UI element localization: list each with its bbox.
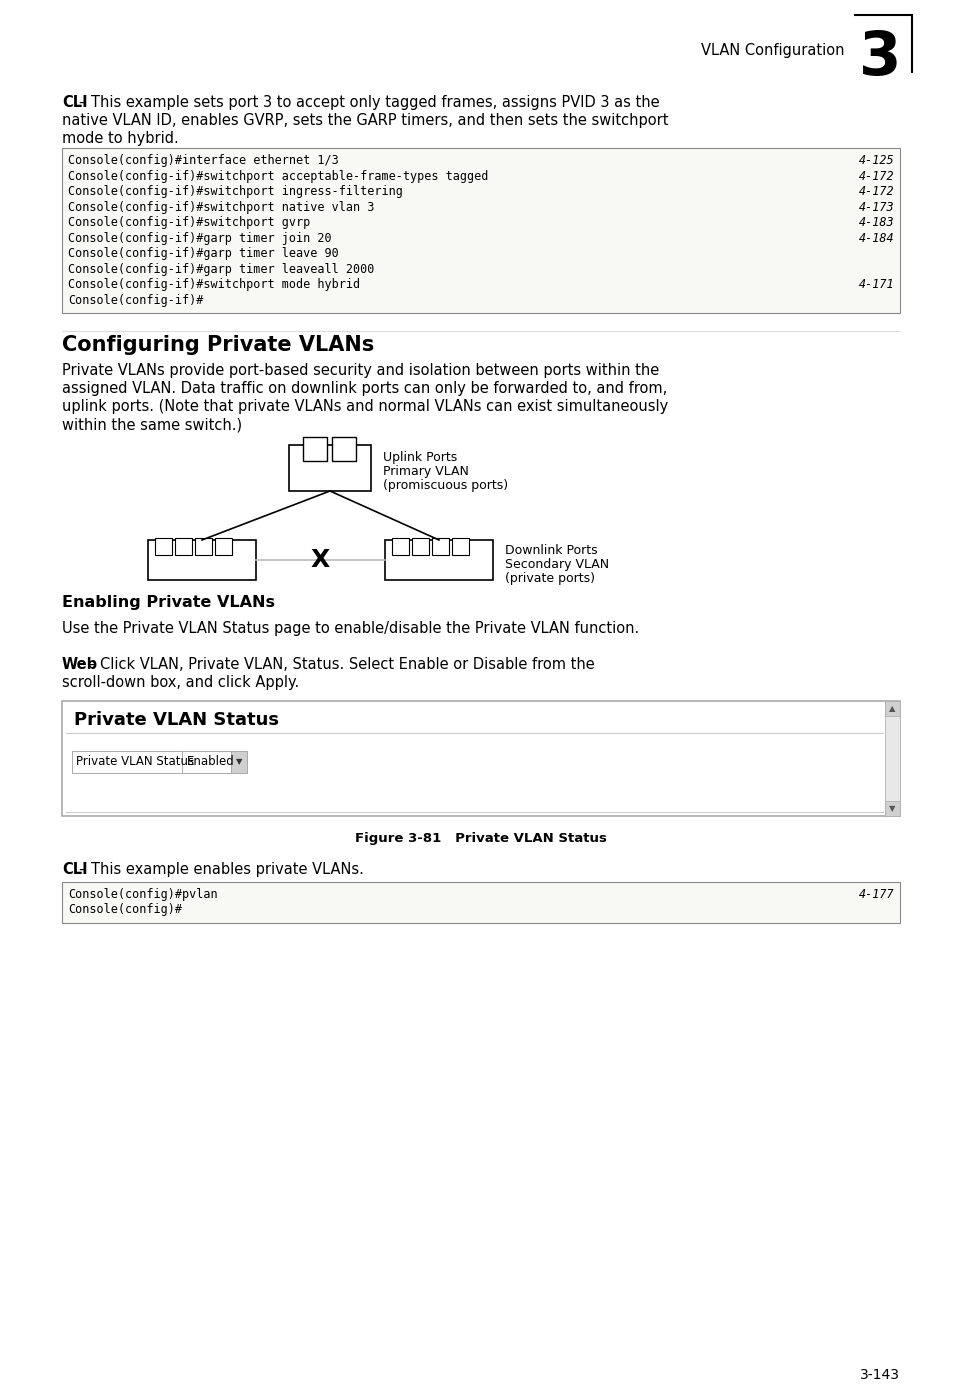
- Text: Private VLANs provide port-based security and isolation between ports within the: Private VLANs provide port-based securit…: [62, 364, 659, 378]
- Text: mode to hybrid.: mode to hybrid.: [62, 130, 178, 146]
- Bar: [385, 540, 493, 580]
- Text: Console(config-if)#garp timer leave 90: Console(config-if)#garp timer leave 90: [68, 247, 338, 260]
- Text: 4-183: 4-183: [858, 217, 893, 229]
- Text: ▲: ▲: [888, 704, 895, 713]
- Text: Web: Web: [62, 657, 98, 672]
- Text: 3-143: 3-143: [859, 1369, 899, 1382]
- Text: within the same switch.): within the same switch.): [62, 416, 242, 432]
- Text: (promiscuous ports): (promiscuous ports): [382, 479, 508, 491]
- Text: Console(config)#: Console(config)#: [68, 904, 182, 916]
- Text: 4-125: 4-125: [858, 154, 893, 167]
- Text: Console(config-if)#garp timer join 20: Console(config-if)#garp timer join 20: [68, 232, 332, 244]
- Text: Private VLAN Status: Private VLAN Status: [76, 755, 193, 768]
- Text: CLI: CLI: [62, 94, 88, 110]
- Text: – This example sets port 3 to accept only tagged frames, assigns PVID 3 as the: – This example sets port 3 to accept onl…: [79, 94, 659, 110]
- Bar: [231, 751, 247, 773]
- Text: – This example enables private VLANs.: – This example enables private VLANs.: [79, 862, 363, 877]
- Text: 4-177: 4-177: [858, 888, 893, 901]
- Bar: [174, 539, 192, 555]
- Text: (private ports): (private ports): [504, 572, 595, 584]
- Bar: [289, 446, 371, 491]
- Text: – Click VLAN, Private VLAN, Status. Select Enable or Disable from the: – Click VLAN, Private VLAN, Status. Sele…: [88, 657, 594, 672]
- Text: Console(config-if)#switchport mode hybrid: Console(config-if)#switchport mode hybri…: [68, 278, 359, 291]
- Text: Console(config)#pvlan: Console(config)#pvlan: [68, 888, 217, 901]
- Text: Console(config-if)#switchport ingress-filtering: Console(config-if)#switchport ingress-fi…: [68, 185, 402, 198]
- Bar: [154, 539, 172, 555]
- Text: Uplink Ports: Uplink Ports: [382, 451, 456, 464]
- Text: VLAN Configuration: VLAN Configuration: [700, 43, 844, 57]
- Bar: [884, 701, 899, 716]
- Text: Enabling Private VLANs: Enabling Private VLANs: [62, 595, 274, 609]
- Text: scroll-down box, and click Apply.: scroll-down box, and click Apply.: [62, 675, 299, 690]
- Bar: [62, 701, 899, 816]
- Text: 4-173: 4-173: [858, 200, 893, 214]
- Text: ▼: ▼: [235, 758, 242, 766]
- Text: Primary VLAN: Primary VLAN: [382, 465, 468, 477]
- Text: 4-184: 4-184: [858, 232, 893, 244]
- Text: CLI: CLI: [62, 862, 88, 877]
- Bar: [214, 539, 232, 555]
- Text: Console(config-if)#switchport gvrp: Console(config-if)#switchport gvrp: [68, 217, 310, 229]
- Text: 4-172: 4-172: [858, 169, 893, 182]
- Text: 4-171: 4-171: [858, 278, 893, 291]
- Text: Secondary VLAN: Secondary VLAN: [504, 558, 608, 570]
- Text: Console(config)#interface ethernet 1/3: Console(config)#interface ethernet 1/3: [68, 154, 338, 167]
- Text: 3: 3: [858, 29, 901, 87]
- Bar: [71, 751, 182, 773]
- Bar: [194, 539, 212, 555]
- Bar: [884, 801, 899, 816]
- Text: Console(config-if)#: Console(config-if)#: [68, 293, 203, 307]
- Bar: [303, 437, 327, 461]
- Text: native VLAN ID, enables GVRP, sets the GARP timers, and then sets the switchport: native VLAN ID, enables GVRP, sets the G…: [62, 112, 668, 128]
- Text: Private VLAN Status: Private VLAN Status: [74, 711, 278, 729]
- Bar: [333, 437, 356, 461]
- Text: Downlink Ports: Downlink Ports: [504, 544, 597, 557]
- Text: Configuring Private VLANs: Configuring Private VLANs: [62, 335, 374, 355]
- Text: assigned VLAN. Data traffic on downlink ports can only be forwarded to, and from: assigned VLAN. Data traffic on downlink …: [62, 380, 666, 396]
- Text: Console(config-if)#garp timer leaveall 2000: Console(config-if)#garp timer leaveall 2…: [68, 262, 374, 275]
- Text: Enabled: Enabled: [187, 755, 234, 768]
- Bar: [412, 539, 429, 555]
- Bar: [62, 149, 899, 314]
- Bar: [452, 539, 469, 555]
- Bar: [432, 539, 449, 555]
- Bar: [884, 701, 899, 816]
- Text: uplink ports. (Note that private VLANs and normal VLANs can exist simultaneously: uplink ports. (Note that private VLANs a…: [62, 398, 667, 414]
- Bar: [392, 539, 409, 555]
- Text: Console(config-if)#switchport native vlan 3: Console(config-if)#switchport native vla…: [68, 200, 374, 214]
- Text: 4-172: 4-172: [858, 185, 893, 198]
- Bar: [148, 540, 255, 580]
- Bar: [182, 751, 247, 773]
- Text: Figure 3-81   Private VLAN Status: Figure 3-81 Private VLAN Status: [355, 831, 606, 845]
- Text: Use the Private VLAN Status page to enable/disable the Private VLAN function.: Use the Private VLAN Status page to enab…: [62, 620, 639, 636]
- Bar: [62, 881, 899, 923]
- Text: Console(config-if)#switchport acceptable-frame-types tagged: Console(config-if)#switchport acceptable…: [68, 169, 488, 182]
- Text: ▼: ▼: [888, 804, 895, 813]
- Text: X: X: [311, 548, 330, 572]
